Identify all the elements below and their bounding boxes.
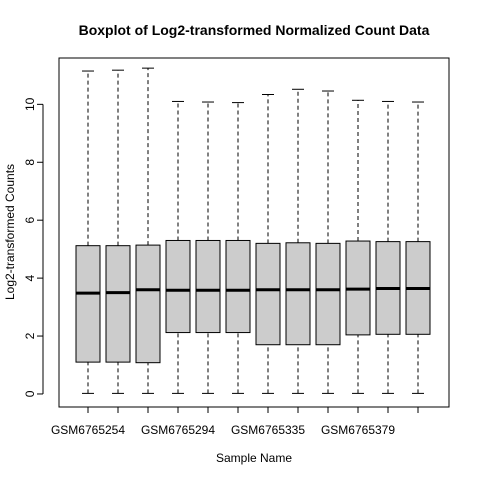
box-1 [75,70,101,394]
box-4 [165,100,191,394]
iqr-box [255,242,281,346]
x-axis: GSM6765254 GSM6765294 GSM6765335 GSM6765379 [51,406,419,437]
chart-title: Boxplot of Log2-transformed Normalized C… [79,22,430,38]
y-axis-label: Log2-transformed Counts [3,164,17,300]
y-tick-label: 4 [23,274,37,281]
box-11 [375,100,401,394]
y-tick-label: 10 [23,97,37,111]
x-tick-label: GSM6765294 [141,423,215,437]
iqr-box [285,242,311,346]
y-tick-label: 2 [23,332,37,339]
y-tick-label: 6 [23,217,37,224]
y-tick-label: 8 [23,159,37,166]
iqr-box [225,239,251,334]
box-5 [195,101,221,394]
y-axis: 0 2 4 6 8 10 [23,97,44,397]
box-7 [255,93,281,394]
x-tick-label: GSM6765335 [231,423,305,437]
box-9 [315,90,341,394]
iqr-box [165,239,191,334]
iqr-box [75,245,101,363]
x-tick-label: GSM6765379 [321,423,395,437]
box-3 [135,67,161,394]
boxes-layer [75,67,431,394]
x-tick-label: GSM6765254 [51,423,125,437]
box-8 [285,88,311,394]
iqr-box [105,245,131,363]
x-axis-label: Sample Name [216,451,292,465]
box-2 [105,69,131,394]
box-6 [225,102,251,394]
iqr-box [195,239,221,334]
y-tick-label: 0 [23,390,37,397]
box-12 [405,101,431,394]
iqr-box [315,242,341,346]
iqr-box [135,244,161,364]
box-10 [345,99,371,394]
